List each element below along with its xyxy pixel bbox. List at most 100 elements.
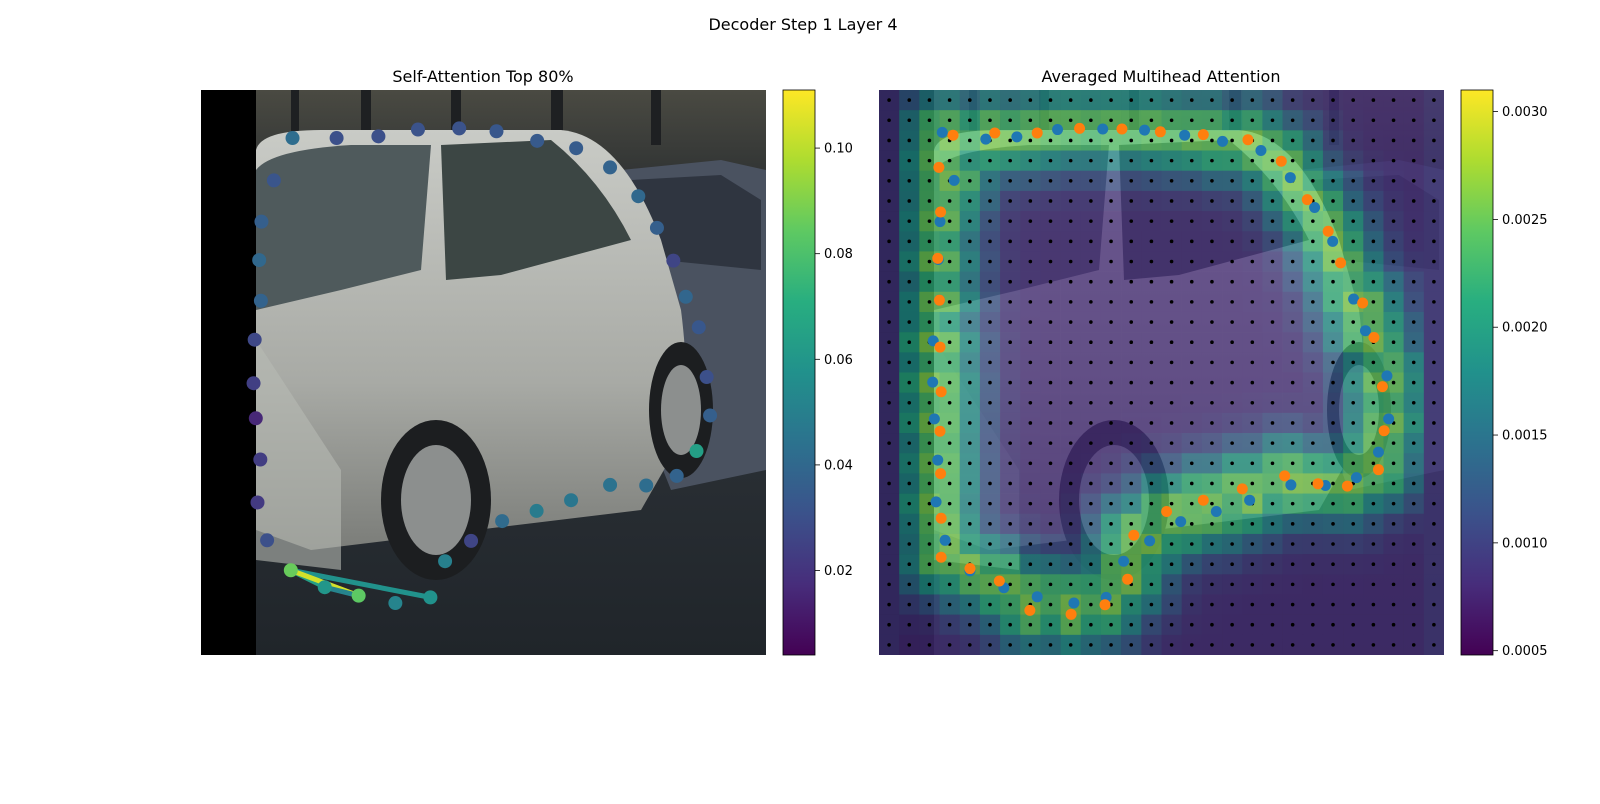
grid-dot — [968, 219, 972, 223]
grid-dot — [947, 400, 952, 405]
attention-point-13 — [691, 320, 706, 335]
grid-dot — [1371, 501, 1376, 506]
grid-dot — [887, 199, 891, 203]
grid-dot — [1048, 219, 1053, 223]
grid-dot — [927, 643, 932, 647]
grid-dot — [1089, 421, 1093, 425]
grid-dot — [887, 602, 891, 607]
grid-dot — [1250, 461, 1255, 466]
reference-point-orange-26 — [1065, 608, 1077, 620]
grid-dot — [907, 441, 912, 445]
grid-dot — [988, 501, 992, 506]
grid-dot — [1068, 340, 1073, 345]
grid-dot — [1149, 320, 1154, 324]
grid-dot — [1351, 259, 1355, 264]
grid-dot — [1089, 481, 1093, 486]
grid-dot — [907, 279, 912, 284]
reference-point-orange-11 — [1335, 257, 1347, 269]
grid-dot — [1391, 501, 1396, 506]
grid-dot — [1250, 622, 1255, 627]
grid-dot — [1391, 259, 1396, 264]
reference-point-orange-37 — [932, 252, 944, 264]
grid-dot — [1028, 461, 1033, 466]
grid-dot — [1250, 179, 1255, 183]
reference-point-blue-1 — [980, 133, 992, 145]
grid-dot — [1068, 138, 1073, 143]
grid-dot — [1149, 562, 1154, 566]
grid-dot — [1432, 542, 1436, 546]
attention-point-8 — [603, 160, 618, 175]
grid-dot — [1068, 98, 1073, 102]
grid-dot — [1270, 279, 1275, 284]
grid-dot — [1270, 219, 1275, 223]
attention-point-3 — [410, 122, 425, 137]
grid-dot — [1129, 259, 1134, 264]
grid-dot — [1250, 320, 1255, 324]
grid-dot — [1169, 279, 1174, 284]
grid-dot — [1109, 98, 1113, 102]
grid-dot — [1331, 300, 1335, 304]
grid-dot — [988, 239, 992, 244]
attention-point-19 — [603, 477, 618, 492]
grid-dot — [1331, 582, 1335, 587]
grid-dot — [1169, 421, 1174, 425]
grid-dot — [927, 300, 932, 304]
reference-point-blue-33 — [928, 413, 940, 425]
grid-dot — [907, 522, 912, 526]
grid-dot — [1371, 441, 1376, 445]
grid-dot — [968, 643, 972, 647]
grid-dot — [1331, 320, 1335, 324]
grid-dot — [1189, 481, 1194, 486]
grid-dot — [907, 360, 912, 365]
grid-dot — [1149, 643, 1154, 647]
grid-dot — [1411, 138, 1416, 143]
grid-dot — [1371, 219, 1376, 223]
reference-point-blue-6 — [1179, 129, 1191, 141]
self-attention-panel: Self-Attention Top 80% 0.020.040.060.080… — [201, 67, 853, 656]
grid-dot — [927, 239, 932, 244]
grid-dot — [1290, 239, 1295, 244]
grid-dot — [1210, 279, 1214, 284]
grid-dot — [947, 98, 952, 102]
grid-dot — [968, 522, 972, 526]
grid-dot — [1149, 461, 1154, 466]
grid-dot — [1169, 158, 1174, 163]
grid-dot — [907, 481, 912, 486]
grid-dot — [1189, 158, 1194, 163]
grid-dot — [1210, 522, 1214, 526]
grid-dot — [1311, 138, 1315, 143]
reference-point-orange-33 — [934, 425, 946, 437]
grid-dot — [1371, 481, 1376, 486]
grid-dot — [1109, 582, 1113, 587]
grid-dot — [1230, 380, 1234, 385]
grid-dot — [968, 199, 972, 203]
grid-dot — [1109, 643, 1113, 647]
reference-point-blue-23 — [1144, 535, 1156, 547]
grid-dot — [1411, 622, 1416, 627]
grid-dot — [1149, 279, 1154, 284]
grid-dot — [1169, 481, 1174, 486]
reference-point-orange-30 — [935, 551, 947, 563]
grid-dot — [1169, 461, 1174, 466]
grid-dot — [1230, 481, 1234, 486]
reference-point-blue-10 — [1309, 202, 1321, 214]
attention-point-21 — [529, 503, 544, 518]
grid-dot — [907, 138, 912, 143]
grid-dot — [887, 179, 891, 183]
grid-dot — [1189, 118, 1194, 123]
reference-point-orange-21 — [1197, 494, 1209, 506]
grid-dot — [1270, 98, 1275, 102]
grid-dot — [1210, 98, 1214, 102]
grid-dot — [968, 360, 972, 365]
grid-dot — [1391, 481, 1396, 486]
attention-point-34 — [246, 376, 261, 391]
grid-dot — [907, 542, 912, 546]
self-attention-colorbar-ticks: 0.02 0.04 0.06 0.08 0.10 — [815, 142, 853, 579]
grid-dot — [1290, 441, 1295, 445]
reference-point-orange-25 — [1099, 599, 1111, 611]
attention-point-0 — [285, 131, 300, 146]
grid-dot — [1351, 400, 1355, 405]
grid-dot — [1270, 622, 1275, 627]
grid-dot — [1311, 118, 1315, 123]
grid-dot — [1250, 602, 1255, 607]
